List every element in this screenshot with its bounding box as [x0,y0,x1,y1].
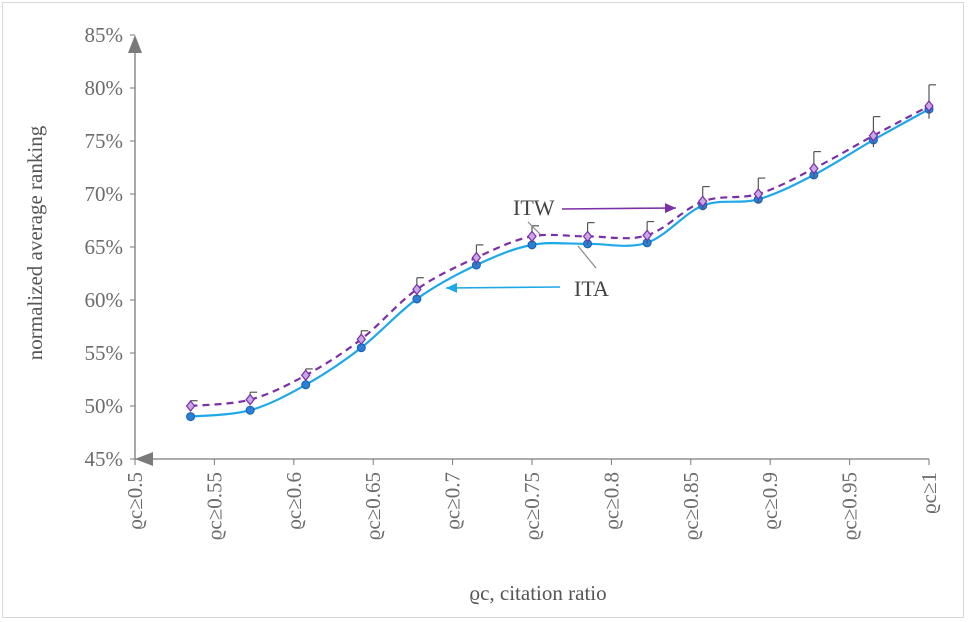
y-tick-labels: 45% 50% 55% 60% 65% 70% 75% 80% 85% [85,23,124,471]
y-tick-label: 65% [85,235,124,259]
series-ita [186,104,934,422]
y-tick-label: 75% [85,129,124,153]
data-point-itw [697,195,708,208]
y-tick-label: 70% [85,182,124,206]
y-tick-label: 80% [85,76,124,100]
data-point-itw [245,393,255,406]
series-line-itw [190,105,930,408]
annotation-ita: ITA [574,276,609,301]
ita-pointer [577,245,597,269]
x-tick-label: ϱc≥0.9 [758,472,782,530]
x-tick-label: ϱc≥0.7 [441,472,465,530]
data-point-itw [809,162,819,175]
x-tick-label: ϱc≥0.65 [361,472,385,540]
series-line-ita [190,108,930,418]
ita-arrow [445,282,561,293]
y-tick-label: 55% [85,341,124,365]
annotation-itw: ITW [513,195,555,220]
annotations [445,203,677,293]
x-axis-title: ϱc, citation ratio [469,581,606,605]
itw-arrow [561,203,677,214]
x-tick-labels: ϱc≥0.5 ϱc≥0.55 ϱc≥0.6 ϱc≥0.65 ϱc≥0.7 ϱc≥0.75 ϱ… [123,472,941,540]
x-tick-label: ϱc≥0.75 [520,472,544,540]
itw-pointer [527,221,541,235]
data-point-ita [186,412,196,422]
y-tick-label: 60% [85,288,124,312]
data-point-itw [356,333,367,346]
y-axis-title: normalized average ranking [23,125,47,360]
series-layer [185,84,936,422]
x-tick-label: ϱc≥0.85 [679,472,703,540]
x-tick-label: ϱc≥0.55 [202,472,226,540]
data-point-itw [642,229,652,242]
y-axis-arrow [128,35,142,53]
data-point-itw [527,230,537,243]
data-point-itw [412,283,422,296]
y-tick-label: 50% [85,394,124,418]
x-tick-label: ϱc≥0.95 [838,472,862,540]
data-point-itw [924,100,934,112]
data-point-itw [300,369,311,382]
data-point-itw [582,230,593,243]
data-point-itw [471,251,482,264]
data-point-ita [245,405,255,415]
data-point-ita [301,380,311,390]
y-tick-label: 45% [85,447,124,471]
data-point-itw [185,400,196,412]
x-tick-label: ϱc≥0.8 [599,472,623,530]
series-itw [185,84,936,412]
x-tick-label: ϱc≥1 [917,472,941,514]
axes [128,34,930,466]
x-tick-label: ϱc≥0.6 [282,472,306,530]
data-point-itw [753,188,764,200]
data-point-itw [868,129,879,142]
x-axis-arrow [135,452,153,466]
y-tick-label: 85% [85,23,124,47]
x-tick-label: ϱc≥0.5 [123,472,147,530]
